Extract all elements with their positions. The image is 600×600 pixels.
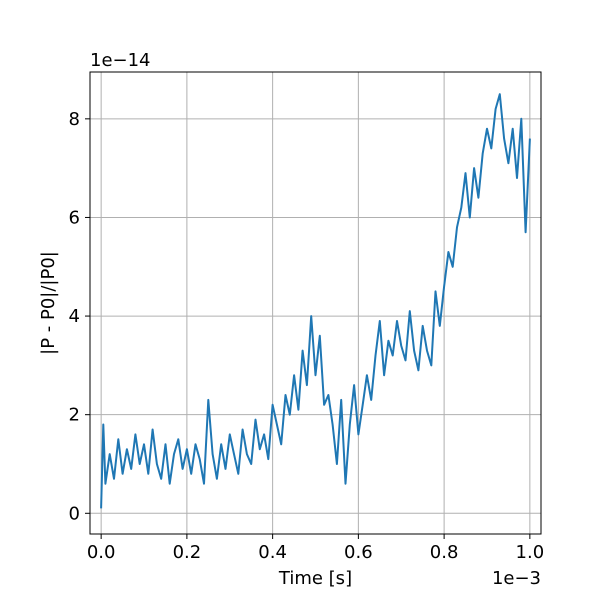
x-tick-label: 0.8	[430, 542, 459, 563]
plot-frame	[89, 71, 542, 535]
x-tick-label: 0.4	[258, 542, 287, 563]
x-tick-label: 1.0	[516, 542, 545, 563]
y-tick-label: 4	[69, 306, 80, 327]
y-tick-label: 2	[69, 405, 80, 426]
y-axis: 0 2 4 6 8	[69, 109, 90, 524]
x-offset-label: 1e−3	[492, 568, 541, 589]
x-tick-label: 0.2	[173, 542, 202, 563]
y-tick-label: 0	[69, 503, 80, 524]
y-tick-label: 6	[69, 207, 80, 228]
x-axis-label: Time [s]	[278, 568, 352, 589]
series-layer	[100, 93, 531, 509]
x-axis: 0.0 0.2 0.4 0.6 0.8 1.0	[87, 534, 544, 563]
x-tick-label: 0.6	[344, 542, 373, 563]
x-tick-label: 0.0	[87, 542, 116, 563]
y-tick-label: 8	[69, 109, 80, 130]
y-offset-label: 1e−14	[90, 50, 151, 71]
series-line	[100, 93, 531, 509]
y-axis-label: |P - P0|/|P0|	[38, 251, 59, 355]
